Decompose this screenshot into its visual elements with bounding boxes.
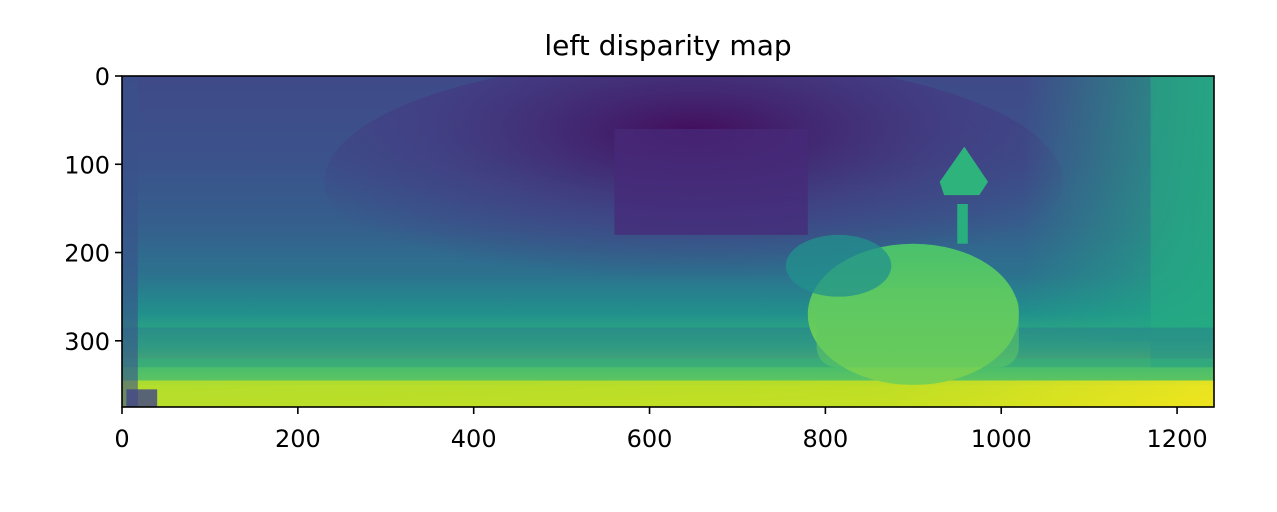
heatmap-image [122, 76, 1214, 407]
x-tick-label: 0 [114, 425, 129, 453]
y-tick-label: 300 [64, 328, 110, 356]
x-tick-label: 800 [802, 425, 848, 453]
heatmap-right-edge [1150, 76, 1214, 368]
x-tick-label: 200 [275, 425, 321, 453]
chart-title: left disparity map [544, 29, 791, 62]
x-tick-label: 1200 [1147, 425, 1208, 453]
x-tick-label: 400 [451, 425, 497, 453]
heatmap-sign [939, 146, 989, 196]
heatmap-sign-post [957, 203, 968, 244]
heatmap-car-body [816, 287, 1019, 368]
heatmap-mid-object [785, 234, 892, 297]
y-tick-label: 100 [64, 151, 110, 179]
y-tick-label: 0 [95, 63, 110, 91]
y-axis: 0 100 200 300 [64, 63, 122, 356]
x-axis: 0 200 400 600 800 1000 1200 [114, 407, 1208, 453]
heatmap-left-edge [122, 76, 138, 407]
heatmap-road-bottom [122, 380, 1214, 407]
x-tick-label: 1000 [971, 425, 1032, 453]
heatmap-left-corner [126, 389, 158, 407]
y-tick-label: 200 [64, 240, 110, 268]
axes-frame [121, 75, 1215, 408]
x-tick-label: 600 [627, 425, 673, 453]
